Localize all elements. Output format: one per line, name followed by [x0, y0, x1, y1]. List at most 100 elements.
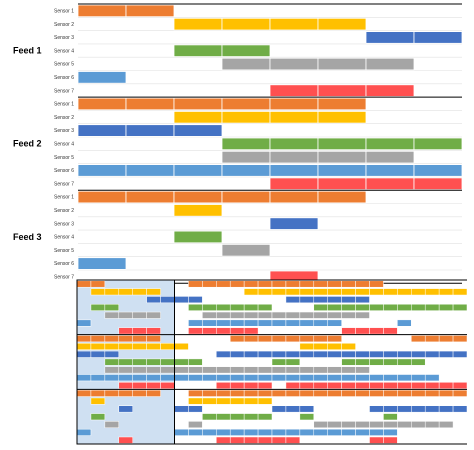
sensor-label: Sensor 1	[54, 102, 74, 108]
thumb-bar-sensor-6-block-23	[397, 319, 412, 327]
thumb-bar-sensor-2-block-13	[257, 397, 273, 405]
bar-sensor-6-block-2	[173, 164, 223, 177]
thumb-bar-sensor-3-block-15	[285, 296, 301, 304]
thumb-bar-sensor-5-block-14	[271, 366, 287, 374]
thumb-bar-sensor-4-block-10	[216, 413, 231, 421]
thumb-bar-sensor-6-block-0	[76, 428, 92, 436]
thumb-bar-sensor-1-block-27	[452, 335, 468, 343]
thumb-bar-sensor-1-block-11	[229, 389, 245, 397]
thumb-bar-sensor-6-block-25	[424, 374, 440, 382]
thumb-bar-sensor-2-block-13	[257, 288, 273, 296]
thumb-bar-sensor-7-block-22	[383, 327, 398, 335]
thumb-bar-sensor-5-block-5	[146, 311, 161, 319]
thumb-bar-sensor-2-block-18	[327, 288, 342, 296]
bar-sensor-4-block-6	[365, 137, 415, 151]
thumb-bar-sensor-4-block-22	[383, 413, 398, 421]
thumb-bar-sensor-7-block-12	[243, 382, 259, 389]
thumb-bar-sensor-3-block-13	[257, 350, 273, 358]
bar-sensor-1-block-0	[77, 97, 127, 111]
thumb-bar-sensor-3-block-6	[160, 296, 175, 304]
thumb-bar-sensor-7-block-16	[299, 382, 315, 389]
thumb-bar-sensor-3-block-7	[174, 296, 189, 304]
thumb-bar-sensor-3-block-21	[369, 405, 384, 413]
thumb-bar-sensor-1-block-5	[146, 335, 161, 343]
thumb-bar-sensor-1-block-14	[271, 280, 287, 288]
thumb-bar-sensor-3-block-16	[299, 350, 315, 358]
bar-sensor-7-block-7	[413, 177, 463, 190]
feed-label: Feed 1	[13, 46, 42, 56]
thumb-bar-sensor-6-block-6	[160, 374, 175, 382]
bar-sensor-1-block-1	[125, 97, 175, 111]
thumb-bar-sensor-7-block-5	[146, 382, 161, 389]
thumb-bar-sensor-1-block-14	[271, 389, 287, 397]
thumb-bar-sensor-6-block-7	[174, 374, 189, 382]
thumb-bar-sensor-5-block-24	[411, 421, 426, 429]
sensor-label: Sensor 5	[54, 62, 74, 68]
thumb-bar-sensor-6-block-16	[299, 319, 315, 327]
thumb-bar-sensor-4-block-13	[257, 413, 273, 421]
thumb-bar-sensor-5-block-12	[243, 366, 259, 374]
thumb-bar-sensor-6-block-4	[132, 374, 147, 382]
thumb-bar-sensor-3-block-24	[411, 405, 426, 413]
thumb-bar-sensor-5-block-11	[229, 366, 245, 374]
thumb-bar-sensor-6-block-13	[257, 428, 273, 436]
thumb-bar-sensor-1-block-0	[76, 389, 92, 397]
thumb-bar-sensor-6-block-9	[202, 319, 217, 327]
bar-sensor-3-block-2	[173, 124, 223, 137]
thumb-bar-sensor-6-block-14	[271, 319, 287, 327]
thumb-bar-sensor-6-block-14	[271, 428, 287, 436]
thumb-bar-sensor-6-block-21	[369, 374, 384, 382]
sensor-label: Sensor 1	[54, 195, 74, 201]
thumb-bar-sensor-3-block-25	[424, 405, 440, 413]
thumb-bar-sensor-2-block-1	[90, 397, 106, 405]
thumb-bar-sensor-7-block-15	[285, 382, 301, 389]
thumb-bar-sensor-1-block-5	[146, 389, 161, 397]
thumb-bar-sensor-6-block-21	[369, 428, 384, 436]
thumb-bar-sensor-5-block-17	[313, 421, 328, 429]
thumb-bar-sensor-4-block-24	[411, 303, 426, 311]
thumb-bar-sensor-6-block-12	[243, 428, 259, 436]
thumb-bar-sensor-6-block-15	[285, 428, 301, 436]
thumb-bar-sensor-4-block-21	[369, 303, 384, 311]
thumb-bar-sensor-2-block-1	[90, 288, 106, 296]
sensor-label: Sensor 5	[54, 155, 74, 161]
sensor-label: Sensor 3	[54, 35, 74, 41]
thumb-bar-sensor-1-block-21	[369, 389, 384, 397]
thumb-bar-sensor-3-block-25	[424, 350, 440, 358]
thumb-bar-sensor-2-block-27	[452, 288, 468, 296]
thumb-bar-sensor-1-block-2	[104, 335, 120, 343]
thumb-bar-sensor-4-block-22	[383, 358, 398, 366]
thumb-bar-sensor-6-block-14	[271, 374, 287, 382]
thumb-bar-sensor-2-block-22	[383, 288, 398, 296]
bar-sensor-2-block-2	[173, 17, 223, 31]
thumb-bar-sensor-4-block-1	[90, 413, 106, 421]
thumb-bar-sensor-4-block-9	[202, 303, 217, 311]
bar-sensor-2-block-2	[173, 204, 223, 217]
thumb-bar-sensor-1-block-12	[243, 335, 259, 343]
thumb-bar-sensor-3-block-5	[146, 296, 161, 304]
bar-sensor-5-block-3	[221, 57, 271, 71]
thumb-bar-sensor-5-block-19	[341, 311, 356, 319]
bar-sensor-6-block-3	[221, 164, 271, 177]
bar-sensor-4-block-2	[173, 230, 223, 244]
thumb-bar-sensor-3-block-16	[299, 296, 315, 304]
thumb-bar-sensor-7-block-4	[132, 382, 147, 389]
bar-sensor-1-block-2	[173, 97, 223, 111]
bar-sensor-1-block-4	[269, 190, 319, 204]
thumb-bar-sensor-5-block-3	[118, 311, 133, 319]
thumb-bar-sensor-4-block-14	[271, 358, 287, 366]
thumb-bar-sensor-4-block-8	[188, 358, 203, 366]
sensor-label: Sensor 4	[54, 141, 74, 147]
thumb-bar-sensor-1-block-17	[313, 335, 328, 343]
thumb-bar-sensor-4-block-20	[355, 358, 370, 366]
thumbnail-panel-2	[76, 334, 468, 389]
thumb-bar-sensor-1-block-11	[229, 280, 245, 288]
thumb-bar-sensor-3-block-19	[341, 296, 356, 304]
thumb-bar-sensor-6-block-18	[327, 428, 342, 436]
thumb-bar-sensor-4-block-13	[257, 303, 273, 311]
thumb-bar-sensor-5-block-14	[271, 311, 287, 319]
thumb-bar-sensor-6-block-10	[216, 319, 231, 327]
thumb-bar-sensor-5-block-10	[216, 311, 231, 319]
thumb-bar-sensor-2-block-3	[118, 288, 133, 296]
